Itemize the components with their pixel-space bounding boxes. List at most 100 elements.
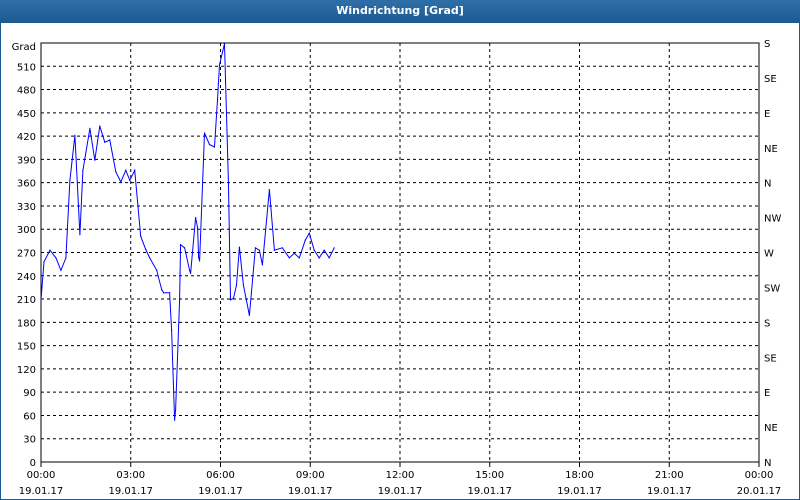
wind-direction-chart: 0 30 60 90 120 150 180 210 240 270 300 330 360 390 420…: [12, 39, 782, 497]
y2-tick-label: NE: [764, 423, 778, 434]
data-point: [99, 125, 101, 127]
x-tick-date: 19.01.17: [198, 486, 243, 497]
data-point: [94, 159, 96, 161]
y-tick-label: 270: [17, 249, 36, 260]
y-tick-label: 330: [17, 202, 36, 213]
data-point: [65, 257, 67, 259]
y2-tick-label: N: [764, 179, 771, 190]
y-tick-label: 300: [17, 225, 36, 236]
data-point: [213, 146, 216, 148]
y-tick-label: 30: [23, 435, 36, 446]
data-point: [74, 134, 76, 136]
y-tick-label: 180: [17, 318, 36, 329]
data-point: [49, 249, 51, 251]
x-tick-time: 21:00: [655, 470, 684, 481]
y2-tick-label: NW: [764, 214, 781, 225]
data-point: [194, 216, 197, 219]
data-point: [281, 247, 283, 249]
data-point: [313, 249, 315, 251]
data-point: [115, 171, 117, 173]
y2-tick-label: W: [764, 249, 774, 260]
data-point: [175, 409, 177, 411]
x-tick-date: 19.01.17: [288, 486, 333, 497]
data-point: [223, 43, 226, 45]
data-point: [149, 257, 151, 259]
data-point: [273, 249, 275, 251]
data-point: [104, 141, 106, 143]
data-point: [43, 261, 45, 263]
x-tick-time: 15:00: [475, 470, 504, 481]
data-point: [229, 299, 232, 301]
data-point: [298, 257, 300, 259]
data-point: [129, 179, 131, 181]
data-point: [161, 289, 163, 291]
data-point: [180, 244, 182, 246]
y2-tick-label: SW: [764, 283, 780, 294]
data-point: [308, 232, 310, 234]
data-point: [196, 227, 199, 229]
data-point: [60, 269, 62, 271]
y2-tick-label: S: [764, 318, 770, 329]
y-tick-label: 360: [17, 179, 36, 190]
plot-area-border: [40, 42, 760, 463]
data-point: [333, 247, 335, 249]
data-point: [134, 169, 136, 171]
data-point: [232, 297, 235, 299]
y-tick-label: 90: [23, 388, 36, 399]
data-point: [40, 299, 42, 301]
y-tick-label: 480: [17, 86, 36, 97]
y-tick-label: 60: [23, 411, 36, 422]
data-point: [179, 299, 181, 301]
data-point: [203, 132, 206, 134]
x-tick-time: 06:00: [206, 470, 235, 481]
y2-tick-label: SE: [764, 74, 777, 85]
data-point: [174, 419, 176, 421]
x-tick-time: 12:00: [386, 470, 415, 481]
y-tick-label: 240: [17, 272, 36, 283]
data-point: [198, 260, 201, 262]
y2-tick-label: E: [764, 109, 770, 120]
data-point: [169, 292, 171, 294]
data-point: [79, 234, 81, 236]
data-point: [109, 139, 111, 141]
y2-tick-label: S: [764, 39, 770, 50]
data-point: [197, 256, 200, 258]
data-point: [248, 314, 251, 316]
y2-tick-label: SE: [764, 353, 777, 364]
data-point: [238, 246, 241, 248]
y-axis-label: Grad: [12, 42, 36, 53]
x-tick-time: 00:00: [27, 470, 56, 481]
data-point: [293, 252, 295, 254]
data-point: [254, 247, 257, 249]
data-point: [208, 144, 211, 146]
x-tick-date: 20.01.17: [737, 486, 782, 497]
window-title: Windrichtung [Grad]: [0, 0, 800, 22]
data-point: [69, 179, 71, 181]
x-tick-date: 19.01.17: [467, 486, 512, 497]
data-point: [261, 264, 263, 266]
x-tick-time: 00:00: [745, 470, 774, 481]
data-point: [189, 272, 192, 275]
data-point: [216, 99, 219, 101]
x-tick-date: 19.01.17: [108, 486, 153, 497]
data-point: [184, 247, 186, 249]
data-point: [140, 235, 142, 237]
data-point: [120, 181, 122, 183]
data-point: [318, 257, 320, 259]
data-point: [156, 269, 158, 271]
data-point: [171, 329, 173, 331]
x-tick-date: 19.01.17: [557, 486, 602, 497]
y-tick-label: 120: [17, 365, 36, 376]
data-point: [163, 292, 165, 294]
y-tick-label: 390: [17, 155, 36, 166]
y2-tick-label: E: [764, 388, 770, 399]
data-series-line: [40, 43, 335, 421]
data-point: [258, 249, 260, 251]
y2-tick-label: NE: [764, 144, 778, 155]
data-point: [242, 284, 245, 286]
x-tick-time: 18:00: [565, 470, 594, 481]
data-point: [268, 189, 270, 191]
x-tick-date: 19.01.17: [647, 486, 692, 497]
data-point: [227, 184, 230, 186]
x-tick-time: 09:00: [296, 470, 325, 481]
